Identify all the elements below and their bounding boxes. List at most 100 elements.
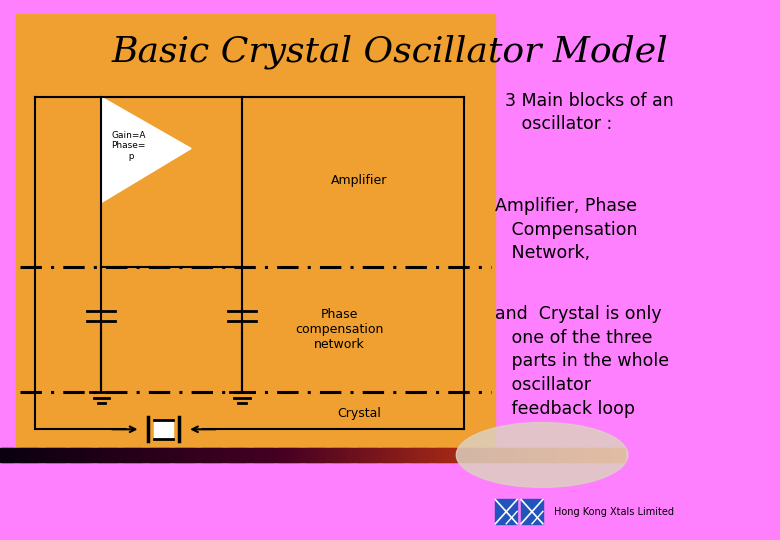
Bar bbox=[287, 448, 290, 462]
Bar bbox=[599, 448, 602, 462]
Bar bbox=[233, 448, 236, 462]
Bar bbox=[453, 448, 456, 462]
Text: Amplifier: Amplifier bbox=[331, 174, 387, 187]
Bar bbox=[243, 448, 246, 462]
Bar bbox=[383, 448, 385, 462]
Bar bbox=[260, 448, 263, 462]
Bar bbox=[458, 448, 460, 462]
Bar bbox=[422, 448, 425, 462]
Bar bbox=[612, 448, 615, 462]
Bar bbox=[200, 448, 203, 462]
Bar bbox=[256, 448, 259, 462]
Bar bbox=[495, 500, 517, 524]
Bar bbox=[528, 448, 531, 462]
Bar bbox=[431, 448, 434, 462]
Bar bbox=[335, 448, 338, 462]
Bar bbox=[266, 448, 269, 462]
Bar bbox=[225, 448, 228, 462]
Bar bbox=[15, 448, 17, 462]
Bar bbox=[9, 448, 11, 462]
Bar bbox=[135, 448, 138, 462]
Bar bbox=[539, 448, 541, 462]
Bar bbox=[116, 448, 119, 462]
Bar bbox=[428, 448, 431, 462]
Bar bbox=[402, 448, 404, 462]
Bar bbox=[470, 448, 473, 462]
Bar bbox=[406, 448, 409, 462]
Bar bbox=[283, 448, 285, 462]
Bar bbox=[502, 448, 504, 462]
Bar bbox=[115, 448, 117, 462]
Bar bbox=[547, 448, 550, 462]
Bar bbox=[378, 448, 381, 462]
Bar bbox=[558, 448, 560, 462]
Bar bbox=[433, 448, 435, 462]
Bar bbox=[580, 448, 583, 462]
Bar bbox=[168, 448, 172, 462]
Bar bbox=[0, 448, 3, 462]
Bar bbox=[54, 448, 57, 462]
Bar bbox=[158, 448, 161, 462]
Bar bbox=[416, 448, 419, 462]
Bar bbox=[156, 448, 159, 462]
Bar bbox=[593, 448, 596, 462]
Bar bbox=[85, 448, 88, 462]
Bar bbox=[434, 448, 438, 462]
Bar bbox=[595, 448, 597, 462]
Bar bbox=[555, 448, 558, 462]
Bar bbox=[341, 448, 344, 462]
Bar bbox=[121, 448, 123, 462]
Bar bbox=[493, 448, 496, 462]
Bar bbox=[327, 448, 329, 462]
Bar bbox=[191, 448, 194, 462]
Bar bbox=[468, 448, 471, 462]
Bar bbox=[362, 448, 365, 462]
Bar bbox=[31, 448, 34, 462]
Bar bbox=[79, 448, 82, 462]
Bar bbox=[215, 448, 217, 462]
Bar bbox=[171, 448, 173, 462]
Bar bbox=[521, 500, 543, 524]
Bar bbox=[574, 448, 577, 462]
Text: Gain=A
Phase=
  p: Gain=A Phase= p bbox=[112, 131, 146, 161]
Bar bbox=[370, 448, 373, 462]
Bar bbox=[472, 448, 475, 462]
Bar bbox=[489, 448, 491, 462]
Bar bbox=[300, 448, 303, 462]
Bar bbox=[349, 448, 353, 462]
Bar bbox=[346, 448, 348, 462]
Bar bbox=[553, 448, 556, 462]
Bar bbox=[262, 448, 265, 462]
Bar bbox=[239, 448, 242, 462]
Bar bbox=[337, 448, 340, 462]
Bar bbox=[520, 448, 523, 462]
Bar bbox=[537, 448, 540, 462]
Bar bbox=[441, 448, 444, 462]
Bar bbox=[272, 448, 275, 462]
Bar bbox=[150, 448, 153, 462]
Bar bbox=[275, 448, 278, 462]
Bar bbox=[497, 448, 500, 462]
Bar bbox=[495, 448, 498, 462]
Bar bbox=[618, 448, 621, 462]
Bar bbox=[549, 448, 552, 462]
Bar bbox=[125, 448, 128, 462]
Bar bbox=[90, 448, 92, 462]
Bar bbox=[483, 448, 485, 462]
Bar bbox=[100, 448, 103, 462]
Bar bbox=[522, 448, 525, 462]
Bar bbox=[516, 448, 519, 462]
Bar bbox=[216, 448, 219, 462]
Bar bbox=[37, 448, 41, 462]
Bar bbox=[420, 448, 423, 462]
Bar bbox=[609, 448, 612, 462]
Bar bbox=[456, 448, 459, 462]
Bar bbox=[559, 448, 562, 462]
Bar bbox=[237, 448, 240, 462]
Bar bbox=[52, 448, 55, 462]
Bar bbox=[352, 448, 354, 462]
Bar bbox=[412, 448, 415, 462]
Bar bbox=[73, 448, 76, 462]
Bar bbox=[331, 448, 334, 462]
Bar bbox=[381, 448, 384, 462]
